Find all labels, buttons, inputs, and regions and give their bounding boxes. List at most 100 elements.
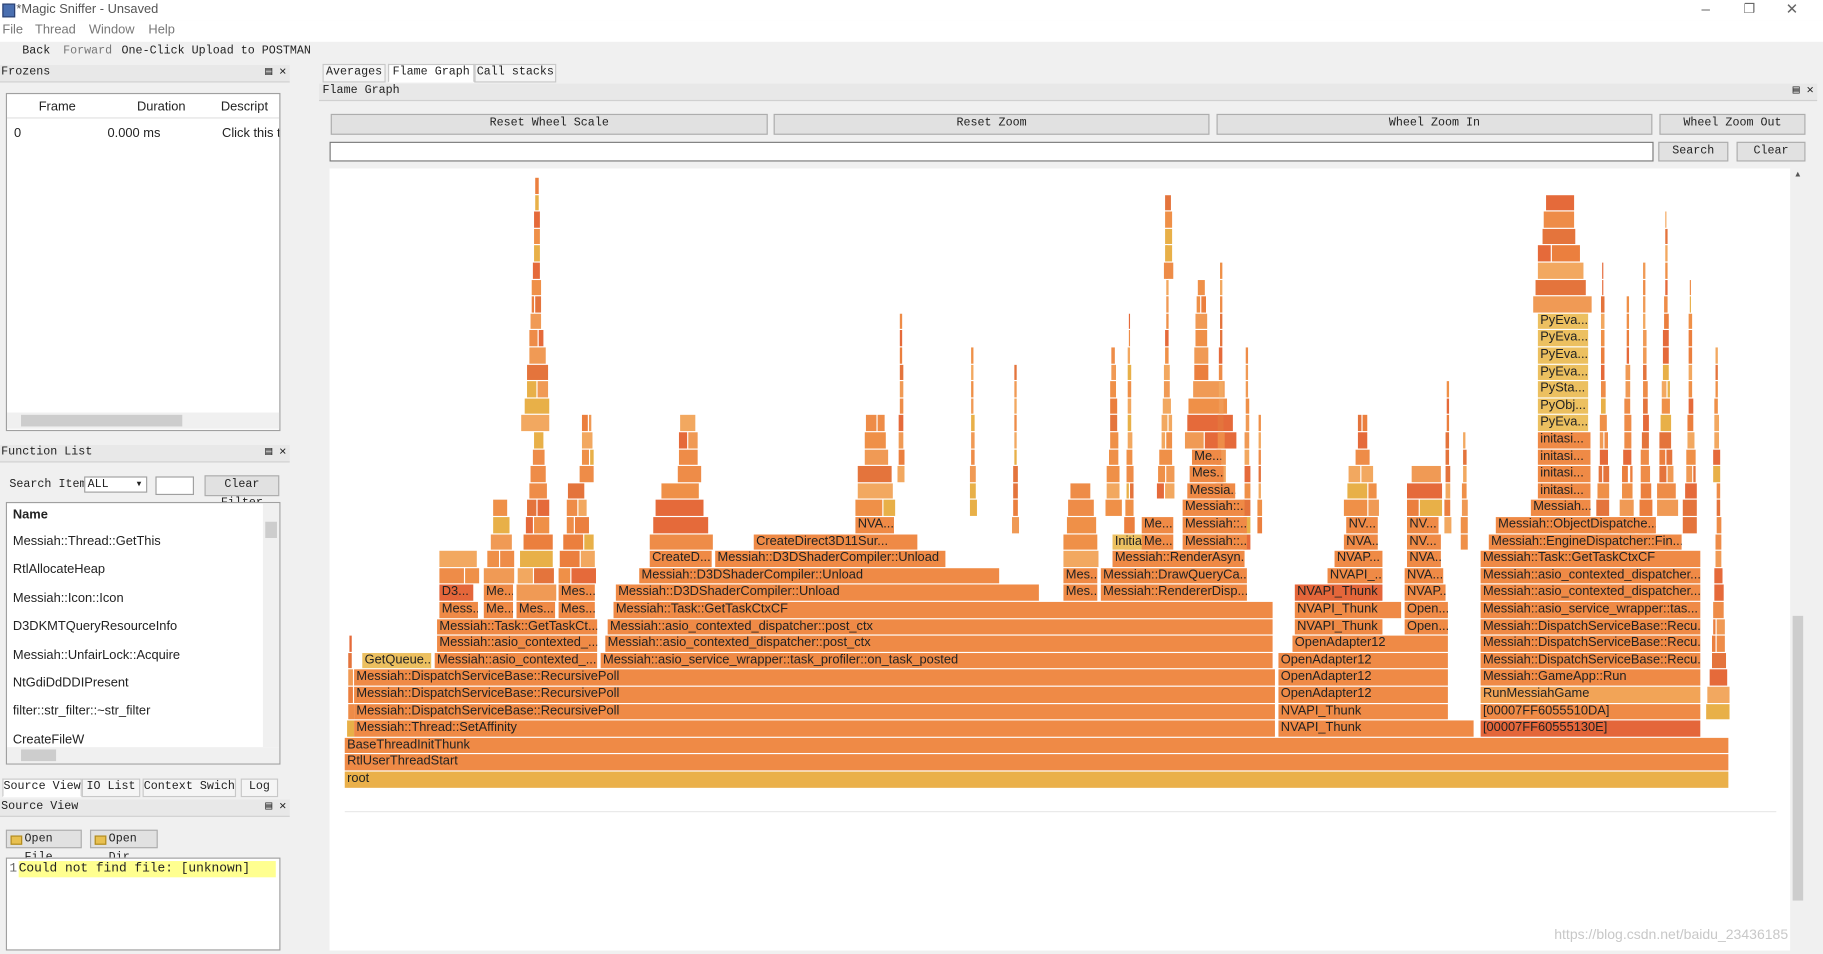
flame-frame[interactable]: PyEva... <box>1537 330 1589 347</box>
flame-frame[interactable]: Messiah::RenderAsyn... <box>1112 551 1245 567</box>
flame-button[interactable]: Wheel Zoom Out <box>1659 113 1806 135</box>
toolbar-button[interactable]: Back <box>22 45 51 59</box>
flame-frame[interactable]: RtlUserThreadStart <box>344 754 1729 771</box>
flame-frame[interactable]: Messiah::DispatchServiceBase::RecursiveP… <box>354 703 1276 720</box>
flame-frame[interactable]: PyEva... <box>1537 364 1589 381</box>
function-item[interactable]: Messiah::Icon::Icon <box>12 591 124 606</box>
panel-close[interactable]: ▤ ✕ <box>265 800 287 814</box>
minimize-button[interactable]: – <box>1701 0 1710 18</box>
view-tab[interactable]: Call stacks <box>474 63 557 83</box>
panel-close[interactable]: ▤ ✕ <box>265 66 287 80</box>
flame-button[interactable]: Wheel Zoom In <box>1216 113 1653 135</box>
flame-frame[interactable]: NVAPI_Thunk <box>1294 601 1402 618</box>
panel-tab[interactable]: Source View <box>2 778 82 798</box>
flame-frame[interactable]: NV... <box>1346 517 1378 533</box>
flame-frame[interactable]: RunMessiahGame <box>1480 686 1701 703</box>
flame-frame[interactable]: initasi... <box>1537 432 1591 449</box>
function-item[interactable]: D3DKMTQueryResourceInfo <box>12 619 178 634</box>
view-tab[interactable]: Flame Graph <box>387 63 475 83</box>
view-tab[interactable]: Averages <box>322 63 386 83</box>
flame-frame[interactable]: Messiah::DrawQueryCa... <box>1100 567 1248 584</box>
flame-frame[interactable]: Messiah::asio_contexted_dispatcher... <box>1480 567 1701 584</box>
h-scrollbar[interactable] <box>7 412 280 429</box>
flame-frame[interactable]: root <box>344 771 1729 788</box>
flame-frame[interactable]: Messiah::Task::GetTaskCtxCF <box>1480 551 1701 567</box>
toolbar-button[interactable]: One-Click Upload to POSTMAN <box>121 45 311 59</box>
h-scrollbar[interactable] <box>7 747 280 764</box>
flame-frame[interactable]: Messiah::Task::GetTaskCtxCF <box>613 601 1273 618</box>
flame-frame[interactable]: NVA... <box>1406 551 1442 567</box>
v-scrollbar[interactable]: ▲ <box>1790 168 1806 951</box>
panel-close[interactable]: ▤ ✕ <box>265 446 287 459</box>
flame-frame[interactable]: NVA... <box>1343 534 1378 550</box>
flame-frame[interactable]: OpenAdapter12 <box>1278 669 1449 686</box>
menu-item[interactable]: File <box>2 23 24 38</box>
function-item[interactable]: NtGdiDdDDIPresent <box>12 676 129 691</box>
scroll-thumb[interactable] <box>21 749 57 762</box>
flame-frame[interactable]: OpenAdapter12 <box>1278 686 1449 703</box>
function-item[interactable]: Messiah::UnfairLock::Acquire <box>12 647 181 662</box>
flame-frame[interactable]: Messiah::ObjectDispatche... <box>1495 517 1657 533</box>
toolbar-button[interactable]: Forward <box>63 45 113 59</box>
flame-button[interactable]: Reset Zoom <box>773 113 1210 135</box>
flame-frame[interactable]: NVAPI_Thunk <box>1278 720 1474 737</box>
flame-frame[interactable]: NV... <box>1406 534 1442 550</box>
menu-item[interactable]: Help <box>148 23 175 38</box>
flame-frame[interactable]: Messiah::RendererDisp... <box>1100 584 1248 601</box>
clear-filter-button[interactable]: Clear Filter <box>204 475 280 510</box>
function-item[interactable]: filter::str_filter::~str_filter <box>12 704 151 719</box>
flame-frame[interactable]: Messiah::DispatchServiceBase::RecursiveP… <box>354 686 1276 703</box>
panel-tab[interactable]: Log <box>240 778 279 798</box>
flame-frame[interactable]: NVAPI_Thunk <box>1278 703 1449 720</box>
flame-frame[interactable]: Messiah::D3DShaderCompiler::Unload <box>715 551 946 567</box>
flame-frame[interactable]: Messiah::Task::GetTaskCt... <box>437 618 598 635</box>
flame-frame[interactable]: Me... <box>1141 534 1174 550</box>
flame-frame[interactable]: Messiah::... <box>1182 500 1245 516</box>
scroll-thumb[interactable] <box>1792 615 1804 901</box>
flame-frame[interactable]: [00007FF6055510DA] <box>1480 703 1701 720</box>
flame-frame[interactable]: initasi... <box>1537 466 1591 482</box>
flame-frame[interactable]: Me... <box>483 584 514 601</box>
flame-frame[interactable]: Messiah::asio_contexted_dispatcher::post… <box>607 618 1273 635</box>
source-button[interactable]: Open Dir <box>89 829 158 865</box>
flame-frame[interactable]: NVAPI_... <box>1327 567 1383 584</box>
flame-frame[interactable]: PyEva... <box>1537 313 1589 330</box>
flame-frame[interactable]: NVAPI_Thunk <box>1294 618 1383 635</box>
flame-frame[interactable]: D3... <box>439 584 474 601</box>
flame-frame[interactable]: initasi... <box>1537 483 1591 499</box>
flame-search-input[interactable] <box>329 141 1654 162</box>
flame-frame[interactable]: Me... <box>483 601 514 618</box>
flame-frame[interactable]: Messiah::asio_contexted_dispatcher::post… <box>605 635 1273 652</box>
flame-frame[interactable]: BaseThreadInitThunk <box>344 737 1729 754</box>
flame-frame[interactable]: Messiah... <box>1530 500 1591 516</box>
flame-frame[interactable]: Messiah::asio_contexted_dispatcher... <box>1480 584 1701 601</box>
flame-frame[interactable]: NV... <box>1406 517 1439 533</box>
flame-frame[interactable]: PyObj... <box>1537 398 1589 415</box>
search-select[interactable]: ALL ▾ <box>84 476 148 493</box>
flame-frame[interactable]: Open... <box>1404 618 1449 635</box>
flame-frame[interactable]: Messiah::D3DShaderCompiler::Unload <box>639 567 1000 584</box>
flame-frame[interactable]: PyEva... <box>1537 347 1589 364</box>
v-scrollbar[interactable] <box>262 503 280 748</box>
flame-frame[interactable]: Messiah::asio_contexted_... <box>434 652 598 669</box>
flame-button[interactable]: Reset Wheel Scale <box>330 113 768 135</box>
flame-frame[interactable]: PyEva... <box>1537 415 1589 432</box>
flame-frame[interactable]: OpenAdapter12 <box>1292 635 1449 652</box>
panel-tab[interactable]: IO List <box>81 778 141 798</box>
flame-frame[interactable]: Messiah::... <box>1182 534 1248 550</box>
search-input[interactable] <box>155 476 194 496</box>
flame-frame[interactable]: Mes... <box>1063 584 1098 601</box>
flame-frame[interactable]: Open... <box>1404 601 1449 618</box>
flame-frame[interactable]: Me... <box>1191 449 1222 466</box>
flame-frame[interactable]: CreateDirect3D11Sur... <box>753 534 918 550</box>
panel-tab[interactable]: Context Swich <box>142 778 237 798</box>
flame-frame[interactable]: [00007FF60555130E] <box>1480 720 1701 737</box>
flame-frame[interactable]: Messiah::DispatchServiceBase::Recu... <box>1480 652 1701 669</box>
scroll-thumb[interactable] <box>265 521 277 539</box>
flame-frame[interactable]: Messiah::DispatchServiceBase::RecursiveP… <box>354 669 1276 686</box>
function-item[interactable]: RtlAllocateHeap <box>12 562 106 577</box>
flame-frame[interactable]: Mes... <box>558 601 596 618</box>
close-button[interactable]: ✕ <box>1785 0 1799 18</box>
search-button[interactable]: Search <box>1658 141 1729 162</box>
flame-graph-canvas[interactable]: https://blog.csdn.net/baidu_23436185 roo… <box>329 168 1791 951</box>
